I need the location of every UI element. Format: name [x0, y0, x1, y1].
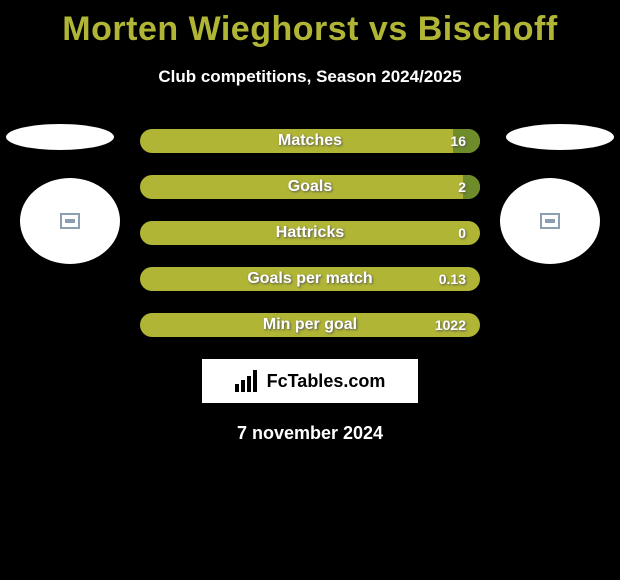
- stat-label: Goals: [288, 178, 332, 196]
- stat-bar-matches: Matches 16: [140, 129, 480, 153]
- date-text: 7 november 2024: [0, 423, 620, 444]
- brand-box: FcTables.com: [202, 359, 418, 403]
- stat-label: Hattricks: [276, 224, 344, 242]
- stat-value: 0.13: [439, 271, 466, 287]
- stat-bar-hattricks: Hattricks 0: [140, 221, 480, 245]
- stat-value: 0: [458, 225, 466, 241]
- stat-bar-goals-per-match: Goals per match 0.13: [140, 267, 480, 291]
- stat-label: Matches: [278, 132, 342, 150]
- stat-value: 1022: [435, 317, 466, 333]
- comparison-chart: Matches 16 Goals 2 Hattricks 0 Goals per…: [0, 129, 620, 337]
- stat-bar-min-per-goal: Min per goal 1022: [140, 313, 480, 337]
- stat-bar-goals: Goals 2: [140, 175, 480, 199]
- brand-bars-icon: [235, 370, 261, 392]
- page-title: Morten Wieghorst vs Bischoff: [0, 0, 620, 49]
- subtitle: Club competitions, Season 2024/2025: [0, 67, 620, 87]
- stat-value: 16: [450, 133, 466, 149]
- brand-text: FcTables.com: [267, 371, 386, 392]
- stat-value: 2: [458, 179, 466, 195]
- stat-label: Min per goal: [263, 316, 357, 334]
- stat-label: Goals per match: [247, 270, 372, 288]
